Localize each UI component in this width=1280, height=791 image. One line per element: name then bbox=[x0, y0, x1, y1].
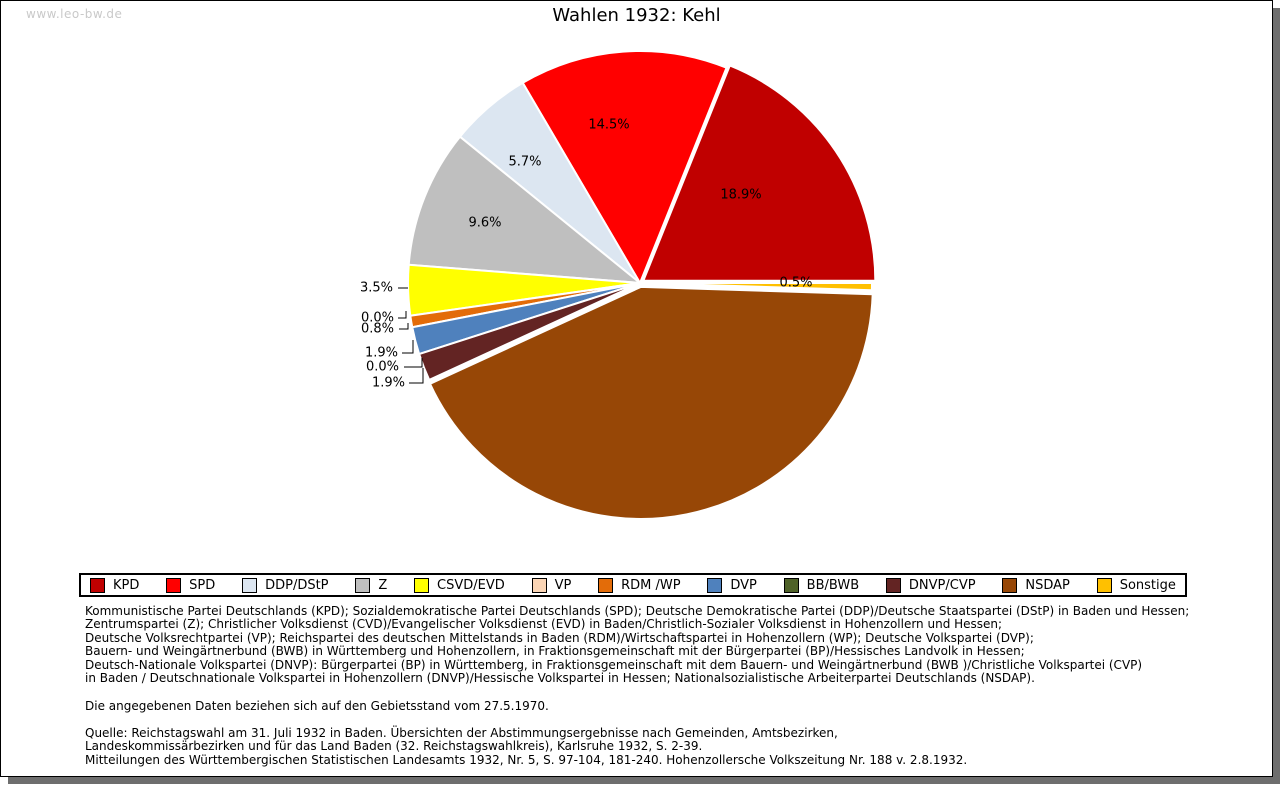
pie-slice-kpd bbox=[641, 64, 877, 282]
pie-value-label-rdm-wp: 0.8% bbox=[361, 322, 394, 337]
leader-line-rdm-wp bbox=[399, 323, 409, 330]
legend-label: Sonstige bbox=[1119, 577, 1176, 593]
legend-item-dnvp-cvp: DNVP/CVP bbox=[885, 577, 976, 593]
party-note-line: Deutsch-Nationale Volkspartei (DNVP): Bü… bbox=[85, 657, 1143, 672]
legend-item-ddp-dstp: DDP/DStP bbox=[242, 577, 329, 593]
legend: KPD SPD DDP/DStP Z CSVD/EVD VP RDM /WP DVP BB/BW… bbox=[79, 573, 1187, 597]
source-line: Landeskommissärbezirken und für das Land… bbox=[85, 739, 703, 754]
legend-label: Z bbox=[378, 577, 388, 593]
legend-item-rdm-wp: RDM /WP bbox=[598, 577, 681, 593]
legend-swatch-nsdap bbox=[1002, 577, 1018, 593]
legend-label: DDP/DStP bbox=[265, 577, 329, 593]
legend-label: DNVP/CVP bbox=[908, 577, 976, 593]
pie-slice-nsdap bbox=[428, 285, 874, 520]
chart-title: Wahlen 1932: Kehl bbox=[552, 5, 721, 26]
legend-swatch-sonstige bbox=[1096, 577, 1112, 593]
pie-chart: 18.9%14.5%5.7%9.6%0.5%3.5%0.0%0.8%1.9%0.… bbox=[360, 50, 877, 520]
legend-label: SPD bbox=[189, 577, 216, 593]
legend-label: NSDAP bbox=[1025, 577, 1070, 593]
pie-slice-spd bbox=[521, 50, 728, 286]
pie-value-label-sonstige: 0.5% bbox=[779, 276, 812, 291]
pie-value-label-csvd-evd: 3.5% bbox=[360, 281, 393, 296]
party-note-line: Kommunistische Partei Deutschlands (KPD)… bbox=[85, 604, 1190, 618]
legend-swatch-csvd-evd bbox=[414, 577, 430, 593]
legend-swatch-bb-bwb bbox=[783, 577, 799, 593]
source-notes: Quelle: Reichstagswahl am 31. Juli 1932 … bbox=[85, 726, 968, 767]
legend-label: KPD bbox=[113, 577, 140, 593]
legend-item-z: Z bbox=[355, 577, 388, 593]
legend-item-csvd-evd: CSVD/EVD bbox=[414, 577, 505, 593]
legend-item-nsdap: NSDAP bbox=[1002, 577, 1070, 593]
leader-line-dvp bbox=[402, 340, 414, 354]
pie-value-label-spd: 14.5% bbox=[588, 118, 629, 133]
source-line: Mitteilungen des Württembergischen Stati… bbox=[85, 752, 968, 767]
frame-shadow-right bbox=[1273, 8, 1280, 784]
legend-swatch-kpd bbox=[90, 577, 105, 593]
legend-swatch-rdm-wp bbox=[598, 577, 614, 593]
legend-item-spd: SPD bbox=[166, 577, 216, 593]
legend-item-vp: VP bbox=[531, 577, 572, 593]
party-notes: Kommunistische Partei Deutschlands (KPD)… bbox=[85, 604, 1190, 686]
pie-value-label-z: 9.6% bbox=[468, 216, 501, 231]
pie-slice-sonstige bbox=[639, 282, 874, 292]
leader-line-dnvp-cvp bbox=[409, 368, 424, 384]
pie-value-label-ddp-dstp: 5.7% bbox=[508, 155, 541, 170]
pie-slice-dnvp-cvp bbox=[417, 282, 641, 382]
party-note-line: Bauern- und Weingärtnerbund (BWB) in Wür… bbox=[85, 644, 1025, 659]
legend-swatch-vp bbox=[531, 577, 547, 593]
pie-value-label-bb-bwb: 0.0% bbox=[366, 360, 399, 375]
legend-swatch-dvp bbox=[707, 577, 723, 593]
party-note-line: Zentrumspartei (Z); Christlicher Volksdi… bbox=[85, 617, 1003, 632]
chart-frame: www.leo-bw.de Wahlen 1932: Kehl 18.9% 14.… bbox=[0, 0, 1273, 777]
party-note-line: in Baden / Deutschnationale Volkspartei … bbox=[85, 671, 1035, 686]
frame-shadow-bottom bbox=[8, 777, 1280, 784]
legend-label: VP bbox=[554, 577, 572, 593]
legend-swatch-z bbox=[355, 577, 371, 593]
legend-item-dvp: DVP bbox=[707, 577, 757, 593]
party-note-line: Deutsche Volksrechtpartei (VP); Reichspa… bbox=[85, 630, 1034, 645]
legend-swatch-ddp-dstp bbox=[242, 577, 258, 593]
leader-line-vp bbox=[398, 311, 407, 319]
legend-swatch-dnvp-cvp bbox=[885, 577, 901, 593]
pie-value-label-kpd: 18.9% bbox=[720, 188, 761, 203]
pie-value-label-dnvp-cvp: 1.9% bbox=[372, 376, 405, 391]
legend-item-kpd: KPD bbox=[90, 577, 140, 593]
pie-value-label-vp: 0.0% bbox=[361, 311, 394, 326]
watermark: www.leo-bw.de bbox=[26, 7, 123, 21]
legend-label: CSVD/EVD bbox=[437, 577, 505, 593]
gebietsstand-note: Die angegebenen Daten beziehen sich auf … bbox=[85, 699, 549, 713]
pie-value-label-dvp: 1.9% bbox=[365, 346, 398, 361]
legend-label: BB/BWB bbox=[806, 577, 860, 593]
legend-label: DVP bbox=[730, 577, 757, 593]
leader-line-bb-bwb bbox=[404, 358, 423, 368]
pie-slice-z bbox=[407, 135, 644, 285]
legend-item-bb-bwb: BB/BWB bbox=[783, 577, 860, 593]
source-line: Quelle: Reichstagswahl am 31. Juli 1932 … bbox=[85, 726, 838, 740]
legend-label: RDM /WP bbox=[621, 577, 681, 593]
legend-swatch-spd bbox=[166, 577, 182, 593]
legend-item-sonstige: Sonstige bbox=[1096, 577, 1176, 593]
